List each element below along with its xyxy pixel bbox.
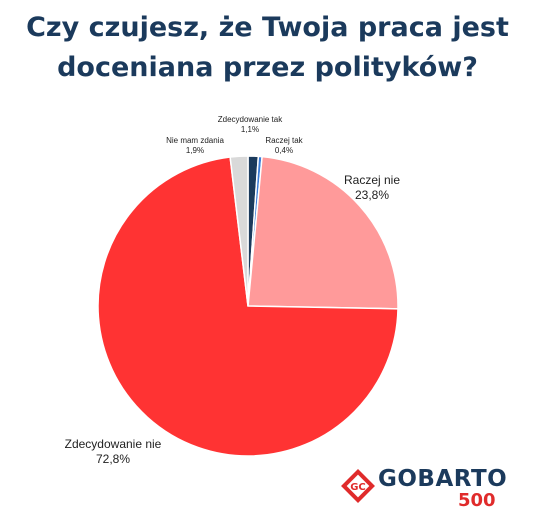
chart-title: Czy czujesz, że Twoja praca jest docenia…: [0, 8, 535, 88]
slice-label-name: Raczej tak: [265, 136, 303, 145]
gobarto-logo-mark-text: GC: [350, 482, 366, 493]
slice-label-name: Nie mam zdania: [166, 136, 224, 145]
chart-title-line-1: Czy czujesz, że Twoja praca jest: [26, 12, 509, 43]
slice-label-value: 23,8%: [355, 188, 389, 202]
pie-slice-nie-mam-zdania: [229, 155, 249, 307]
slice-label-value: 1,1%: [241, 125, 259, 134]
gobarto-logo: GC GOBARTO 500: [340, 466, 510, 516]
slice-label-value: 1,9%: [186, 146, 204, 155]
pie-slices: [97, 155, 399, 457]
pie-slice-raczej-nie: [247, 155, 399, 310]
chart-title-line-2: doceniana przez polityków?: [57, 52, 478, 83]
slice-label-value: 72,8%: [96, 452, 130, 466]
pie-slice-zdecydowanie-nie: [97, 156, 399, 457]
slice-label-name: Zdecydowanie nie: [65, 437, 162, 451]
gobarto-logo-mark-icon: GC: [341, 469, 375, 503]
gobarto-logo-number: 500: [458, 490, 496, 511]
slice-label-value: 0,4%: [275, 146, 293, 155]
slice-label-name: Raczej nie: [344, 173, 400, 187]
slice-label-name: Zdecydowanie tak: [218, 115, 283, 124]
gobarto-logo-name: GOBARTO: [378, 466, 508, 492]
